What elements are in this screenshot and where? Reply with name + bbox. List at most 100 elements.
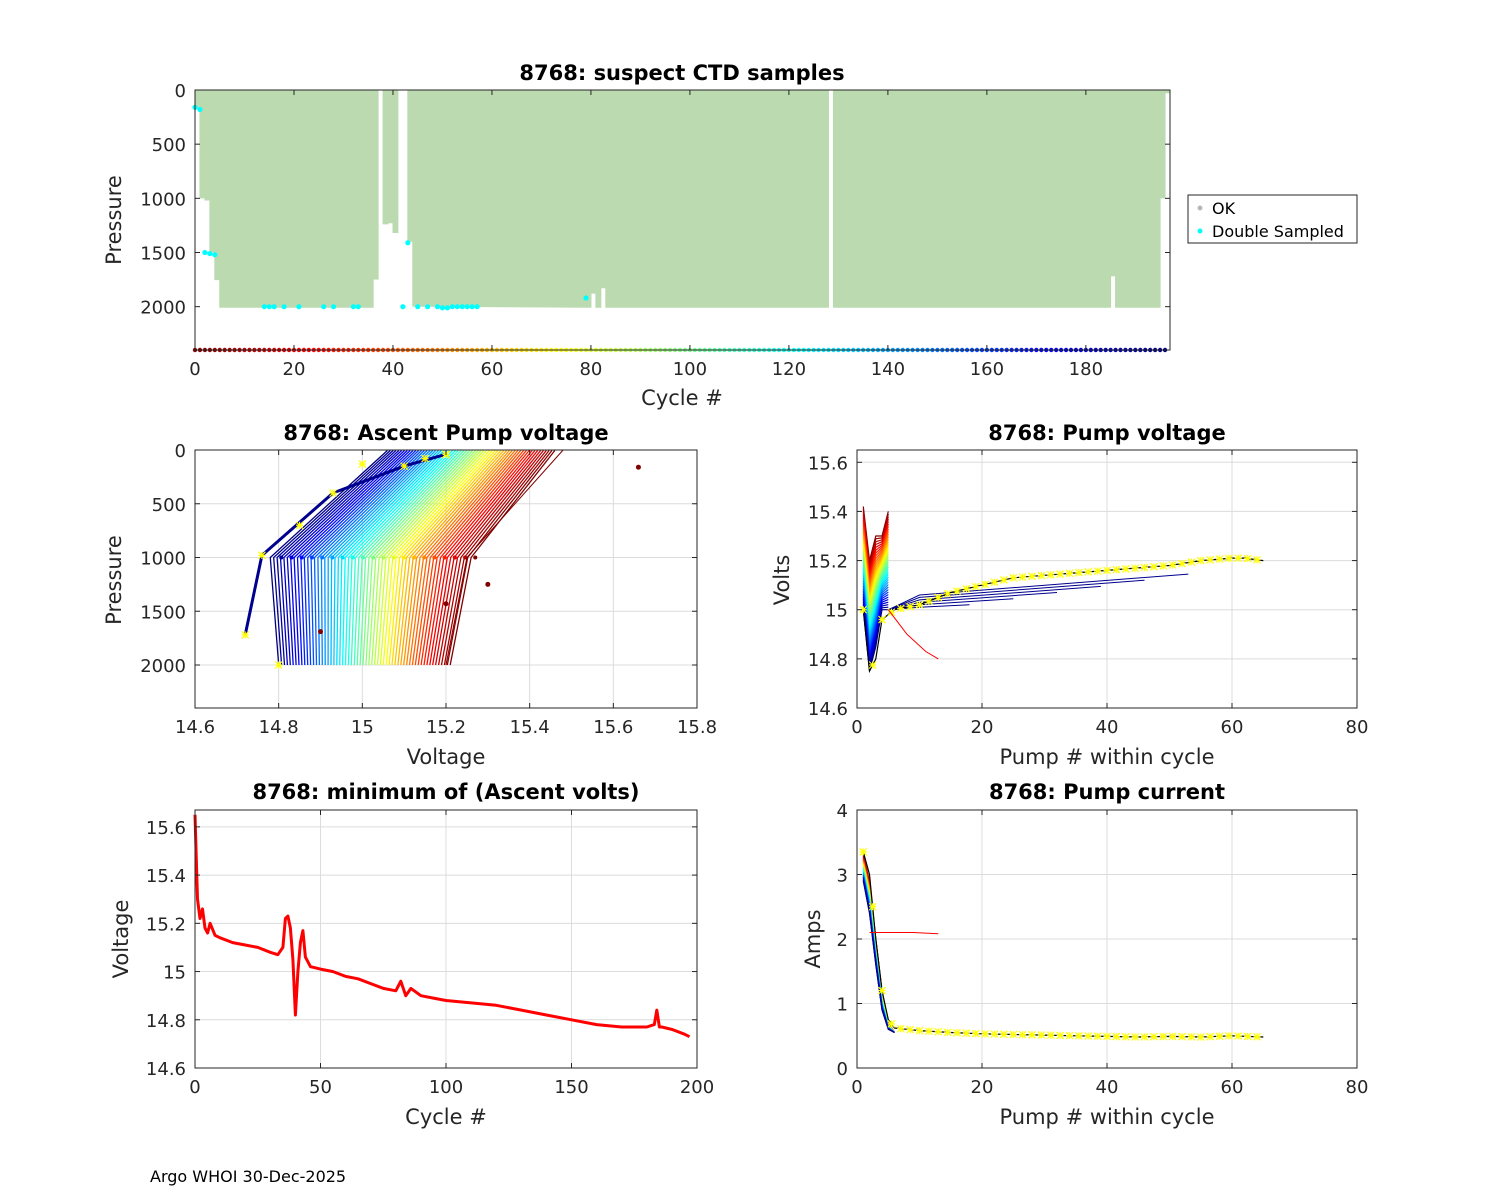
x-tick-label: 40	[1096, 717, 1119, 738]
ok-profile-bar	[907, 90, 914, 308]
ok-profile-bar	[620, 90, 627, 308]
ok-profile-bar	[981, 90, 988, 308]
ok-profile-bar	[704, 90, 711, 308]
yellow-star-marker	[1140, 563, 1149, 572]
ok-profile-bar	[1060, 90, 1067, 308]
pump-voltage-xlabel: Pump # within cycle	[1000, 745, 1215, 769]
ok-profile-bar	[1016, 90, 1023, 308]
yellow-star-marker	[1224, 1031, 1233, 1040]
y-tick-label: 2000	[140, 298, 186, 319]
ok-profile-bar	[263, 90, 270, 308]
double-sampled-point	[202, 249, 208, 256]
ok-profile-bar	[1095, 90, 1102, 308]
ok-profile-bar	[793, 90, 800, 308]
ascent-cycle-curve	[394, 450, 502, 666]
x-tick-label: 80	[1346, 717, 1369, 738]
pump-voltage-ylabel: Volts	[770, 555, 794, 606]
yellow-star-marker	[915, 1026, 924, 1035]
y-tick-label: 0	[175, 441, 186, 462]
ok-profile-bar	[1030, 90, 1037, 308]
ok-profile-bar	[733, 90, 740, 308]
y-tick-label: 3	[837, 866, 848, 887]
ascent-sample-point	[360, 555, 365, 560]
yellow-star-marker	[953, 1028, 961, 1037]
yellow-star-marker	[258, 551, 266, 560]
ascent-cycle-curve	[423, 450, 530, 666]
ok-profile-bar	[758, 90, 765, 308]
y-tick-label: 500	[152, 495, 186, 516]
yellow-star-marker	[1009, 1030, 1018, 1039]
ascent-cycle-curve	[440, 450, 547, 666]
ok-profile-bar	[941, 90, 948, 308]
ok-profile-bar	[1110, 90, 1117, 277]
ok-profile-bar	[338, 90, 344, 308]
ok-profile-bar	[298, 90, 305, 308]
ok-profile-bar	[209, 90, 216, 253]
x-tick-label: 15	[351, 717, 374, 738]
first-cycle-curve	[445, 449, 564, 666]
ctd-title: 8768: suspect CTD samples	[519, 61, 844, 85]
ok-profile-bar	[204, 90, 211, 201]
yellow-star-marker	[1112, 565, 1121, 574]
ok-profile-bar	[481, 90, 488, 308]
y-tick-label: 0	[837, 1059, 848, 1080]
ok-profile-bar	[313, 90, 320, 308]
ok-profile-bar	[837, 90, 844, 308]
ok-profile-bar	[412, 90, 419, 307]
yellow-star-marker	[990, 1030, 999, 1038]
ok-profile-bar	[1025, 90, 1032, 308]
yellow-star-marker	[1009, 573, 1018, 582]
y-tick-label: 1500	[140, 244, 186, 265]
ok-profile-bar	[639, 90, 646, 308]
ok-profile-bar	[743, 90, 750, 308]
ok-profile-bar	[1139, 90, 1146, 308]
ascent-outlier-point	[635, 464, 641, 470]
min-voltage-axes-box	[194, 809, 698, 1069]
yellow-star-marker	[1196, 1033, 1205, 1041]
ok-profile-bar	[996, 90, 1003, 308]
ok-profile-bar	[243, 90, 250, 308]
y-tick-label: 15.4	[146, 866, 186, 887]
ctd-plot-area	[192, 90, 1171, 353]
ok-profile-bar	[248, 90, 255, 308]
yellow-star-marker	[1074, 568, 1083, 577]
ok-profile-bar	[560, 90, 567, 308]
ok-profile-bar	[1045, 90, 1052, 308]
double-sampled-point	[405, 240, 411, 246]
y-tick-label: 14.6	[808, 699, 848, 720]
ok-profile-bar	[278, 90, 285, 308]
ok-profile-bar	[382, 90, 389, 225]
ascent-sample-point	[473, 555, 478, 560]
double-sampled-point	[271, 304, 277, 310]
pump-voltage-title: 8768: Pump voltage	[988, 421, 1226, 445]
ascent-sample-point	[463, 555, 468, 560]
ascent-cycle-curve	[429, 450, 536, 666]
ascent-ylabel: Pressure	[102, 535, 126, 625]
y-tick-label: 4	[837, 801, 848, 822]
ascent-cycle-curve	[336, 450, 445, 666]
ok-profile-bar	[768, 90, 775, 308]
ok-profile-bar	[1105, 90, 1112, 308]
pump-voltage-panel: 8768: Pump voltage 0 20 40 60 80 14.6 14.8 15 15…	[770, 421, 1368, 769]
legend-double-label: Double Sampled	[1212, 222, 1344, 241]
ok-profile-bar	[600, 90, 607, 289]
ascent-sample-point	[422, 555, 427, 560]
ascent-cycle-curve	[307, 450, 420, 666]
double-sampled-point	[281, 304, 287, 310]
ascent-cycle-curve	[353, 450, 462, 666]
ok-profile-bar	[882, 90, 889, 308]
ok-profile-bar	[526, 90, 533, 308]
ok-profile-bar	[610, 90, 617, 308]
ok-profile-bar	[575, 90, 582, 308]
pump-voltage-plot-area	[857, 450, 1357, 709]
ascent-cycle-curve	[376, 450, 485, 666]
ok-profile-bar	[318, 90, 325, 308]
ok-profile-bar	[991, 90, 998, 308]
ok-profile-bar	[253, 90, 260, 308]
ascent-cycle-curve	[344, 450, 454, 666]
ascent-sample-point	[330, 555, 335, 560]
ok-profile-bar	[852, 90, 859, 308]
ascent-sample-point	[401, 555, 406, 560]
yellow-star-marker	[1187, 558, 1196, 566]
ok-profile-bar	[521, 90, 528, 308]
